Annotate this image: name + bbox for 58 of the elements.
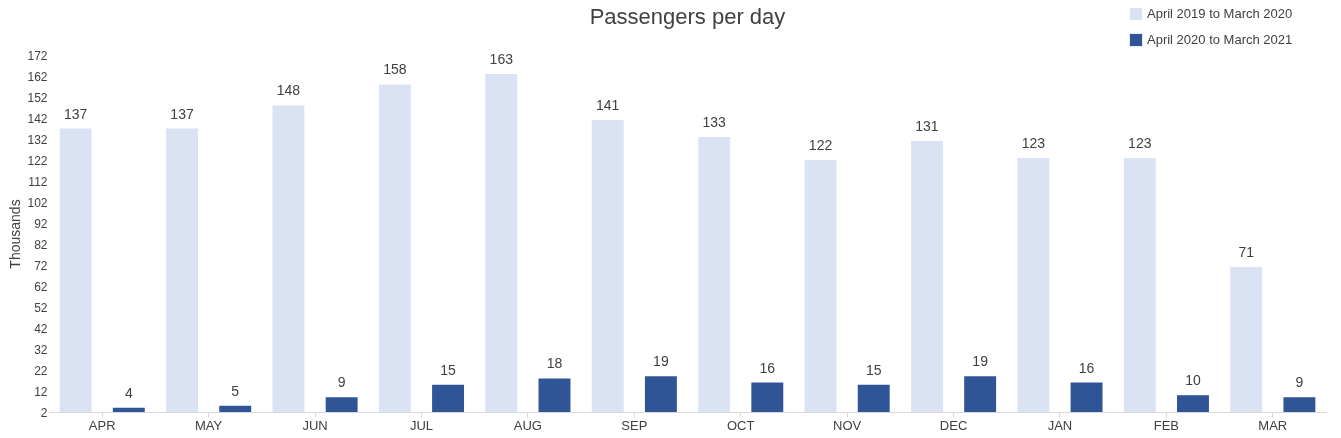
data-label: 15 (440, 361, 457, 378)
x-tick-label: MAY (195, 417, 223, 433)
y-tick-label: 102 (27, 195, 48, 210)
data-label: 15 (865, 361, 882, 378)
data-label: 163 (489, 50, 514, 67)
data-label: 148 (276, 82, 301, 99)
legend-label: April 2020 to March 2021 (1147, 32, 1293, 47)
y-tick-label: 22 (34, 363, 48, 378)
data-label: 123 (1021, 134, 1046, 151)
data-label: 19 (972, 353, 989, 370)
data-label: 123 (1128, 134, 1152, 151)
data-label: 122 (808, 137, 833, 153)
data-label: 10 (1185, 372, 1201, 389)
y-tick-label: 122 (27, 153, 48, 168)
x-tick-label: DEC (939, 417, 968, 433)
y-tick-label: 32 (34, 342, 48, 357)
y-tick-label: 172 (27, 48, 48, 63)
y-tick-label: 72 (34, 258, 48, 273)
y-tick-label: 152 (27, 90, 48, 105)
data-label: 137 (170, 105, 194, 122)
x-tick-label: JUN (302, 417, 328, 433)
x-tick-label: FEB (1153, 417, 1180, 433)
y-tick-label: 2 (40, 405, 48, 420)
data-label: 133 (702, 113, 726, 130)
y-tick-label: 142 (27, 111, 48, 126)
data-label: 141 (596, 97, 620, 114)
data-label: 19 (653, 353, 669, 370)
x-tick-label: JAN (1047, 417, 1073, 433)
data-label: 5 (231, 382, 240, 399)
data-label: 131 (915, 118, 939, 135)
data-label: 4 (124, 384, 133, 401)
y-tick-label: 12 (34, 384, 48, 399)
data-label: 9 (1295, 374, 1304, 391)
data-label: 18 (546, 355, 563, 372)
data-label: 9 (337, 374, 346, 391)
x-tick-label: AUG (513, 417, 542, 433)
x-tick-label: APR (88, 417, 116, 433)
x-tick-label: OCT (726, 417, 755, 433)
data-label: 71 (1238, 244, 1255, 261)
y-tick-label: 62 (34, 279, 48, 294)
y-tick-label: 132 (27, 132, 48, 147)
legend-label: April 2019 to March 2020 (1147, 6, 1293, 21)
y-axis-title: Thousands (7, 199, 24, 269)
chart-title: Passengers per day (589, 4, 786, 29)
x-tick-label: MAR (1258, 417, 1288, 433)
x-tick-label: SEP (621, 417, 648, 433)
data-label: 137 (63, 105, 88, 122)
data-label: 158 (383, 61, 407, 78)
y-tick-label: 52 (34, 300, 48, 315)
y-tick-label: 162 (27, 69, 48, 84)
data-label: 16 (759, 359, 776, 376)
y-tick-label: 92 (34, 216, 48, 231)
x-tick-label: JUL (409, 417, 434, 433)
y-tick-label: 42 (34, 321, 48, 336)
y-tick-label: 82 (34, 237, 48, 252)
x-tick-label: NOV (833, 417, 862, 433)
y-tick-label: 112 (28, 174, 48, 189)
data-label: 16 (1078, 359, 1095, 376)
